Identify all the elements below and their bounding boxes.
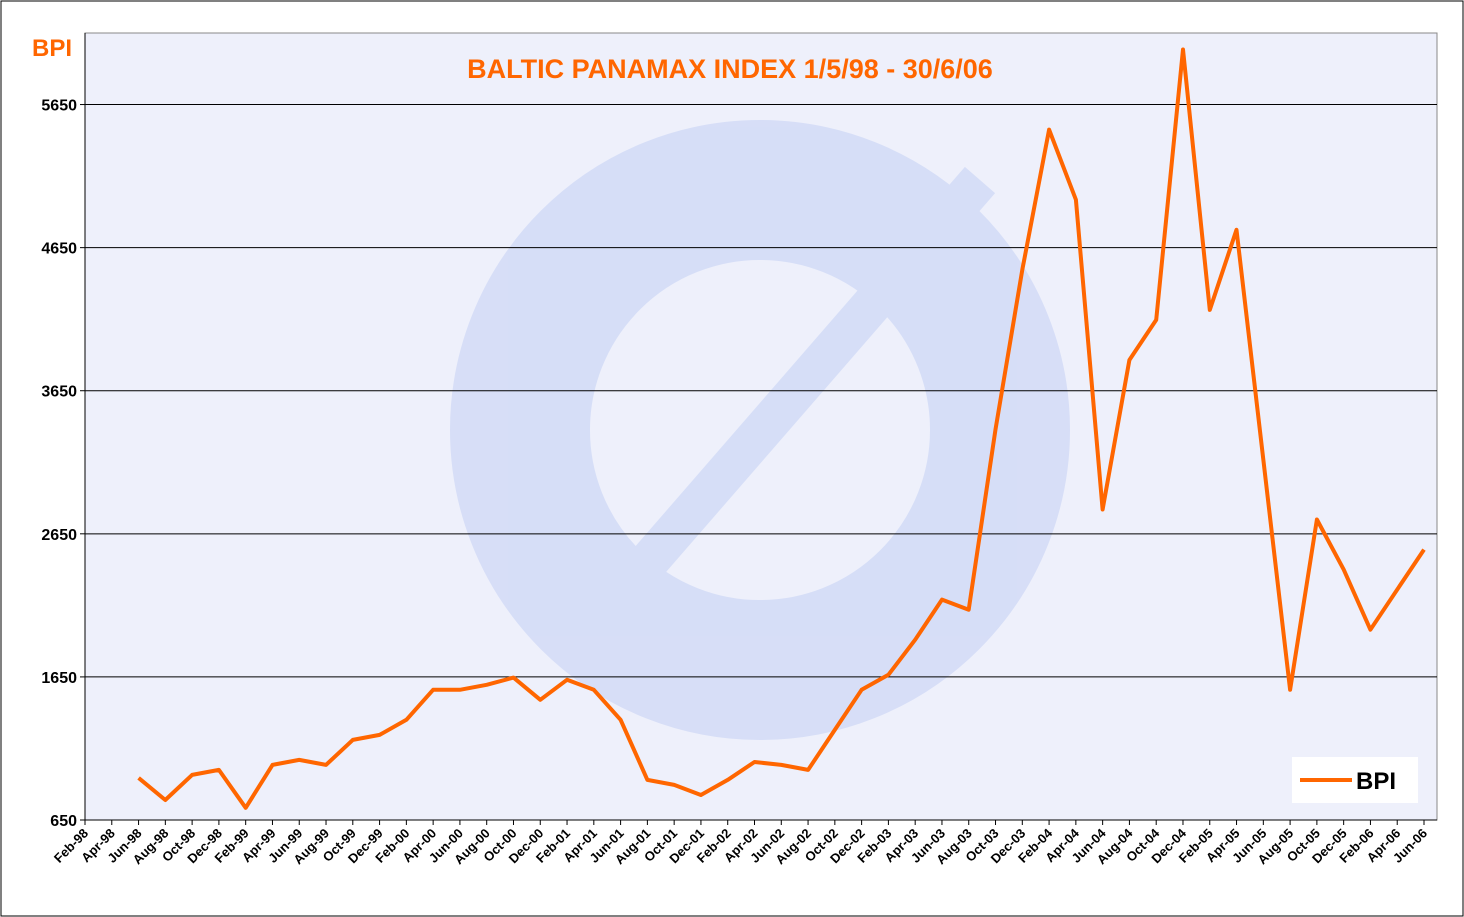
y-axis-title: BPI [32,35,72,62]
y-tick-label: 1650 [41,670,77,687]
watermark [450,120,1070,740]
chart-title: BALTIC PANAMAX INDEX 1/5/98 - 30/6/06 [467,54,993,84]
y-tick-label: 4650 [41,241,77,258]
y-tick-label: 5650 [41,98,77,115]
y-tick-label: 3650 [41,384,77,401]
y-tick-label: 2650 [41,527,77,544]
plot-area [84,32,1438,821]
series-line [137,47,1426,810]
y-tick-label: 650 [50,813,77,830]
legend-label: BPI [1356,768,1396,795]
